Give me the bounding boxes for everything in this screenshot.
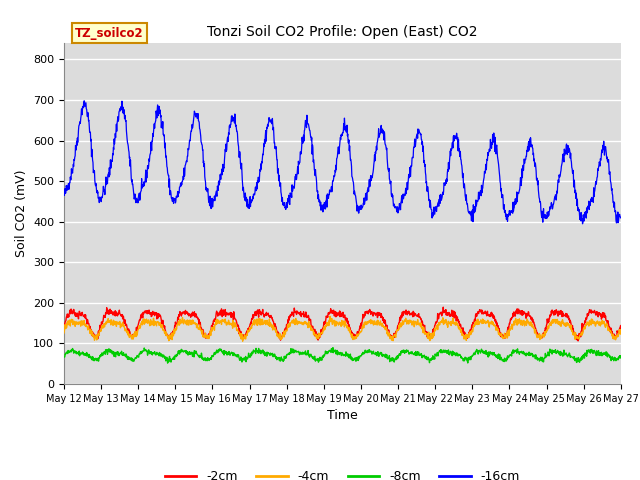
Text: TZ_soilco2: TZ_soilco2 bbox=[75, 27, 144, 40]
X-axis label: Time: Time bbox=[327, 409, 358, 422]
Legend: -2cm, -4cm, -8cm, -16cm: -2cm, -4cm, -8cm, -16cm bbox=[160, 465, 525, 480]
Title: Tonzi Soil CO2 Profile: Open (East) CO2: Tonzi Soil CO2 Profile: Open (East) CO2 bbox=[207, 25, 477, 39]
Y-axis label: Soil CO2 (mV): Soil CO2 (mV) bbox=[15, 170, 28, 257]
